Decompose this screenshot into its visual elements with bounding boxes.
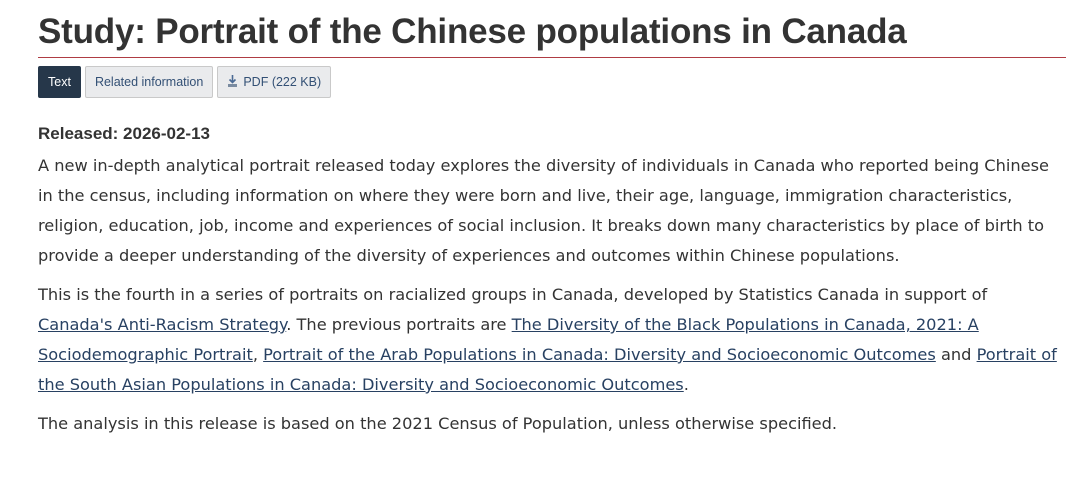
- tab-text[interactable]: Text: [38, 66, 81, 98]
- pdf-download-icon: [228, 74, 238, 87]
- link-black-populations-portrait[interactable]: The Diversity of the Black Populations i…: [38, 315, 979, 364]
- main-content: Study: Portrait of the Chinese populatio…: [38, 0, 1066, 439]
- paragraph-overview: A new in-depth analytical portrait relea…: [38, 156, 1049, 265]
- tab-related-information[interactable]: Related information: [84, 66, 214, 98]
- paragraph-series-text-1: . The previous portraits are: [286, 315, 512, 334]
- link-south-asian-populations-portrait[interactable]: Portrait of the South Asian Populations …: [38, 345, 1057, 394]
- format-tabs: Text Related information PDF (222 KB): [38, 66, 1066, 98]
- paragraph-series: This is the fourth in a series of portra…: [38, 280, 1066, 400]
- paragraph-series-text-2: ,: [252, 345, 264, 364]
- link-anti-racism-strategy[interactable]: Canada's Anti-Racism Strategy: [38, 315, 287, 334]
- paragraph-series-end: .: [683, 375, 689, 394]
- paragraph-series-text-3: and: [935, 345, 977, 364]
- tab-pdf-label: PDF (222 KB): [243, 75, 322, 89]
- paragraph-series-intro: This is the fourth in a series of portra…: [38, 285, 988, 304]
- tab-pdf[interactable]: PDF (222 KB): [217, 66, 332, 98]
- paragraph-analysis-note: The analysis in this release is based on…: [38, 414, 838, 433]
- link-arab-populations-portrait[interactable]: Portrait of the Arab Populations in Cana…: [263, 345, 936, 364]
- tab-text-label: Text: [48, 75, 71, 89]
- page-title: Study: Portrait of the Chinese populatio…: [38, 12, 907, 51]
- title-divider: [38, 57, 1066, 58]
- release-date: Released: 2026-02-13: [38, 124, 211, 143]
- tab-related-label: Related information: [94, 75, 204, 89]
